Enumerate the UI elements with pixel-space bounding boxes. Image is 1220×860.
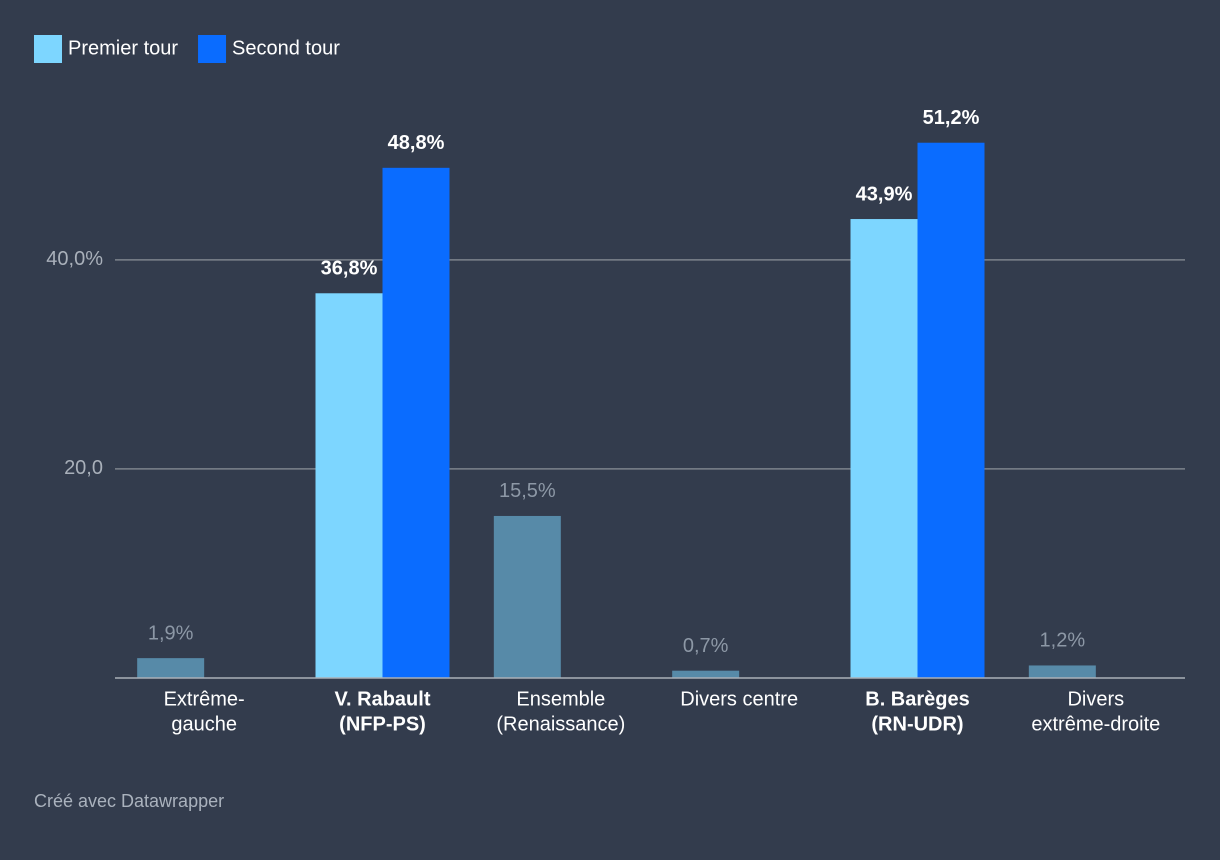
- bar: [493, 515, 561, 678]
- legend-label: Premier tour: [68, 37, 178, 59]
- data-label: 0,7%: [683, 635, 729, 657]
- x-tick-label: V. Rabault: [335, 688, 431, 710]
- data-label: 51,2%: [923, 107, 980, 129]
- x-tick-label: Extrême-: [164, 688, 245, 710]
- bar: [137, 658, 205, 678]
- x-tick-label: B. Barèges: [865, 688, 970, 710]
- bar: [672, 670, 740, 678]
- data-label: 1,2%: [1040, 630, 1086, 652]
- x-tick-label: Divers: [1067, 688, 1124, 710]
- data-label: 15,5%: [499, 480, 556, 502]
- data-label: 1,9%: [148, 622, 194, 644]
- bar: [382, 167, 450, 678]
- x-tick-label: extrême-droite: [1031, 713, 1160, 735]
- y-tick-label: 20,0: [64, 457, 103, 479]
- bar: [315, 293, 383, 678]
- x-tick-label: (Renaissance): [496, 713, 625, 735]
- x-tick-label: Ensemble: [516, 688, 605, 710]
- legend-label: Second tour: [232, 37, 340, 59]
- footer: Créé avec Datawrapper: [34, 791, 224, 811]
- data-label: 36,8%: [321, 258, 378, 280]
- data-label: 43,9%: [856, 183, 913, 205]
- bar: [850, 219, 918, 678]
- data-label: 48,8%: [388, 132, 445, 154]
- x-tick-label: (RN-UDR): [871, 713, 963, 735]
- bar: [917, 142, 985, 678]
- y-tick-label: 40,0%: [46, 248, 103, 270]
- legend-swatch: [198, 35, 227, 63]
- bar: [1028, 665, 1096, 678]
- x-tick-label: Divers centre: [680, 688, 798, 710]
- legend-swatch: [34, 35, 62, 63]
- x-tick-label: (NFP-PS): [339, 713, 426, 735]
- x-tick-label: gauche: [171, 713, 237, 735]
